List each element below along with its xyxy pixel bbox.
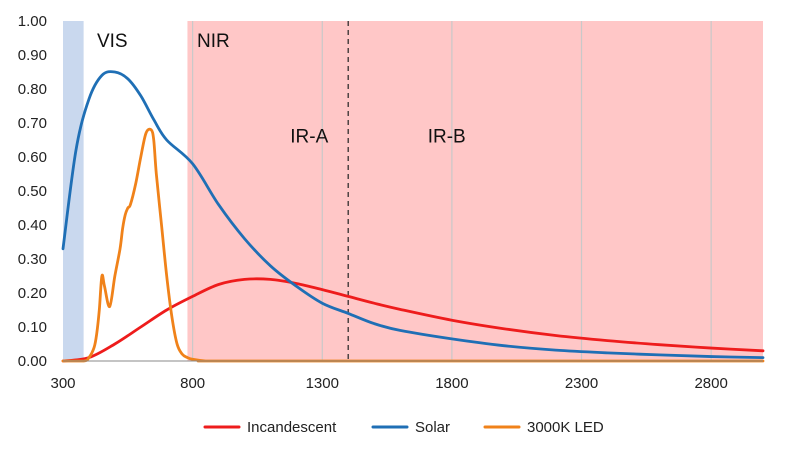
y-tick-label: 0.40 bbox=[18, 217, 47, 234]
x-tick-label: 1800 bbox=[435, 375, 468, 392]
y-tick-label: 0.90 bbox=[18, 47, 47, 64]
x-tick-label: 800 bbox=[180, 375, 205, 392]
series-line-incandescent bbox=[61, 277, 765, 363]
chart-legend: Incandescent Solar 3000K LED bbox=[203, 419, 604, 436]
legend-item-solar: Solar bbox=[371, 419, 450, 436]
x-tick-label: 300 bbox=[50, 375, 75, 392]
annotation-ir-a: IR-A bbox=[290, 127, 328, 148]
y-tick-label: 0.00 bbox=[18, 353, 47, 370]
legend-label-solar: Solar bbox=[415, 419, 450, 436]
y-tick-label: 0.80 bbox=[18, 81, 47, 98]
region-label-vis: VIS bbox=[97, 31, 128, 52]
x-tick-label: 2800 bbox=[694, 375, 727, 392]
legend-label-3000k-led: 3000K LED bbox=[527, 419, 604, 436]
y-axis-ticks: 0.00 0.10 0.20 0.30 0.40 0.50 0.60 0.70 0.80 0.90… bbox=[18, 13, 47, 370]
y-tick-label: 1.00 bbox=[18, 13, 47, 30]
legend-item-3000k-led: 3000K LED bbox=[483, 419, 604, 436]
region-uv-band bbox=[63, 21, 84, 361]
y-tick-label: 0.30 bbox=[18, 251, 47, 268]
x-axis-ticks: 300 800 1300 1800 2300 2800 bbox=[50, 375, 727, 392]
legend-item-incandescent: Incandescent bbox=[203, 419, 337, 436]
region-label-nir: NIR bbox=[197, 31, 230, 52]
legend-label-incandescent: Incandescent bbox=[247, 419, 337, 436]
annotation-ir-b: IR-B bbox=[428, 127, 466, 148]
x-tick-label: 2300 bbox=[565, 375, 598, 392]
y-tick-label: 0.70 bbox=[18, 115, 47, 132]
region-labels: VIS NIR IR-A IR-B bbox=[97, 31, 466, 148]
series-line-3000k-led bbox=[61, 127, 765, 363]
y-tick-label: 0.50 bbox=[18, 183, 47, 200]
series-line-solar bbox=[61, 70, 765, 359]
y-tick-label: 0.20 bbox=[18, 285, 47, 302]
x-tick-label: 1300 bbox=[306, 375, 339, 392]
y-tick-label: 0.60 bbox=[18, 149, 47, 166]
region-nir-band bbox=[187, 21, 763, 361]
vertical-gridlines bbox=[192, 21, 712, 361]
series-lines bbox=[61, 70, 765, 363]
y-tick-label: 0.10 bbox=[18, 319, 47, 336]
